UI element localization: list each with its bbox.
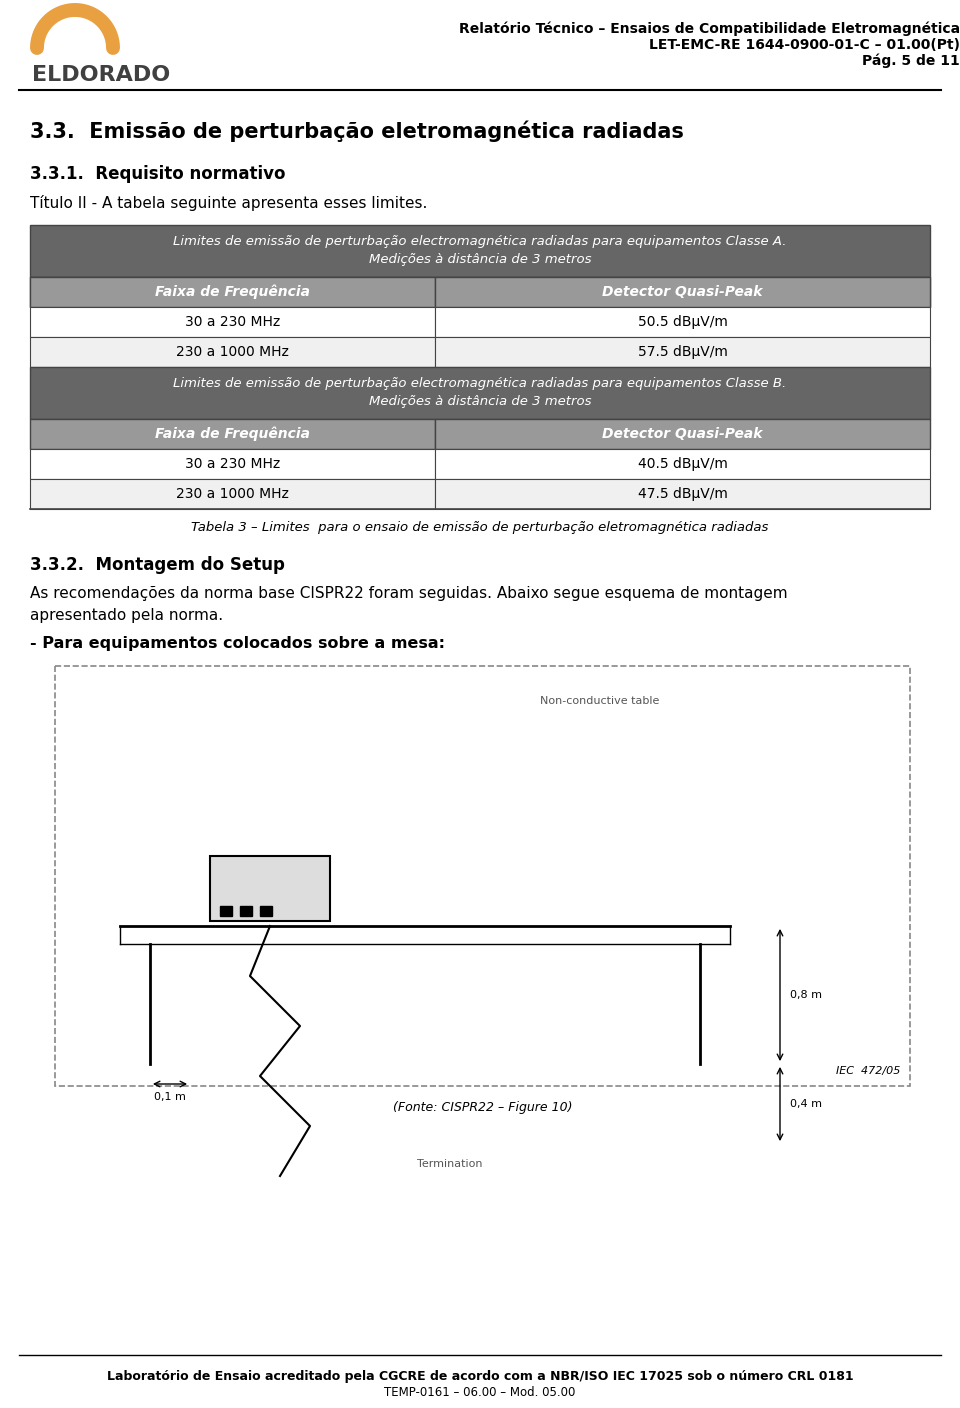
Text: ELDORADO: ELDORADO bbox=[32, 65, 170, 84]
Bar bbox=[435, 479, 930, 510]
Bar bbox=[210, 856, 330, 921]
Bar bbox=[435, 277, 930, 307]
Bar bbox=[30, 307, 435, 337]
Bar bbox=[30, 479, 435, 510]
Bar bbox=[30, 367, 930, 420]
Bar bbox=[435, 337, 930, 367]
Text: Tabela 3 – Limites  para o ensaio de emissão de perturbação eletromagnética radi: Tabela 3 – Limites para o ensaio de emis… bbox=[191, 521, 769, 534]
Text: - Para equipamentos colocados sobre a mesa:: - Para equipamentos colocados sobre a me… bbox=[30, 636, 445, 650]
Bar bbox=[30, 277, 930, 307]
Text: 47.5 dBμV/m: 47.5 dBμV/m bbox=[637, 487, 728, 501]
Text: Laboratório de Ensaio acreditado pela CGCRE de acordo com a NBR/ISO IEC 17025 so: Laboratório de Ensaio acreditado pela CG… bbox=[107, 1370, 853, 1383]
Bar bbox=[30, 277, 435, 307]
Bar bbox=[240, 905, 252, 917]
Text: Detector Quasi-Peak: Detector Quasi-Peak bbox=[602, 284, 763, 298]
Text: Limites de emissão de perturbação electromagnética radiadas para equipamentos Cl: Limites de emissão de perturbação electr… bbox=[174, 377, 786, 408]
Text: 230 a 1000 MHz: 230 a 1000 MHz bbox=[176, 487, 289, 501]
Bar bbox=[30, 420, 435, 449]
Text: 30 a 230 MHz: 30 a 230 MHz bbox=[185, 315, 280, 329]
Text: 0,1 m: 0,1 m bbox=[154, 1093, 186, 1102]
Text: 0,4 m: 0,4 m bbox=[790, 1100, 822, 1110]
Text: 57.5 dBμV/m: 57.5 dBμV/m bbox=[637, 345, 728, 359]
Bar bbox=[30, 337, 435, 367]
Text: Título II - A tabela seguinte apresenta esses limites.: Título II - A tabela seguinte apresenta … bbox=[30, 194, 427, 211]
Text: 0,8 m: 0,8 m bbox=[790, 990, 822, 1000]
Text: Relatório Técnico – Ensaios de Compatibilidade Eletromagnética: Relatório Técnico – Ensaios de Compatibi… bbox=[459, 23, 960, 37]
Bar bbox=[435, 307, 930, 337]
Bar bbox=[55, 666, 910, 1086]
Text: 3.3.2.  Montagem do Setup: 3.3.2. Montagem do Setup bbox=[30, 556, 285, 574]
Text: 30 a 230 MHz: 30 a 230 MHz bbox=[185, 458, 280, 472]
Text: 50.5 dBμV/m: 50.5 dBμV/m bbox=[637, 315, 728, 329]
Text: Limites de emissão de perturbação electromagnética radiadas para equipamentos Cl: Limites de emissão de perturbação electr… bbox=[173, 235, 787, 266]
Text: Non-conductive table: Non-conductive table bbox=[540, 696, 660, 705]
Bar bbox=[260, 905, 272, 917]
Bar bbox=[435, 449, 930, 479]
Bar bbox=[30, 449, 435, 479]
Text: Faixa de Frequência: Faixa de Frequência bbox=[155, 284, 310, 300]
Text: (Fonte: CISPR22 – Figure 10): (Fonte: CISPR22 – Figure 10) bbox=[393, 1101, 572, 1114]
Bar bbox=[30, 225, 930, 277]
Text: IEC  472/05: IEC 472/05 bbox=[835, 1066, 900, 1076]
Text: Faixa de Frequência: Faixa de Frequência bbox=[155, 427, 310, 441]
Bar bbox=[220, 905, 232, 917]
Bar bbox=[435, 420, 930, 449]
Text: TEMP-0161 – 06.00 – Mod. 05.00: TEMP-0161 – 06.00 – Mod. 05.00 bbox=[384, 1385, 576, 1400]
Text: LET-EMC-RE 1644-0900-01-C – 01.00(Pt): LET-EMC-RE 1644-0900-01-C – 01.00(Pt) bbox=[649, 38, 960, 52]
Text: As recomendações da norma base CISPR22 foram seguidas. Abaixo segue esquema de m: As recomendações da norma base CISPR22 f… bbox=[30, 586, 787, 624]
Text: 3.3.  Emissão de perturbação eletromagnética radiadas: 3.3. Emissão de perturbação eletromagnét… bbox=[30, 120, 684, 141]
Text: 3.3.1.  Requisito normativo: 3.3.1. Requisito normativo bbox=[30, 165, 285, 183]
Text: Pág. 5 de 11: Pág. 5 de 11 bbox=[862, 54, 960, 69]
Text: Termination: Termination bbox=[418, 1159, 483, 1169]
Text: Detector Quasi-Peak: Detector Quasi-Peak bbox=[602, 427, 763, 441]
Text: 40.5 dBμV/m: 40.5 dBμV/m bbox=[637, 458, 728, 472]
Text: 230 a 1000 MHz: 230 a 1000 MHz bbox=[176, 345, 289, 359]
